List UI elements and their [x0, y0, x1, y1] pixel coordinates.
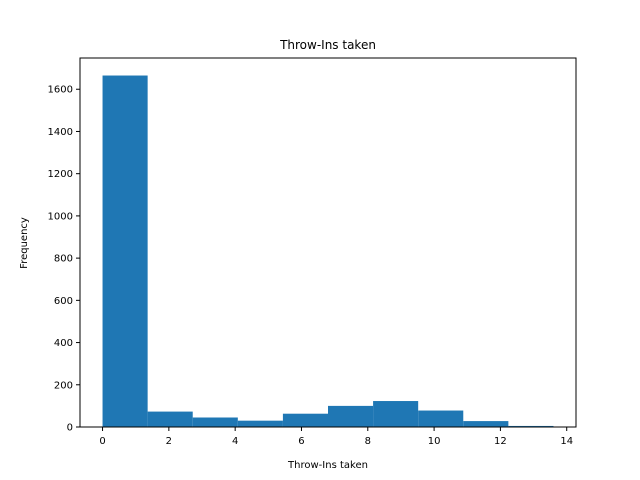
- x-tick-label: 0: [99, 436, 105, 447]
- histogram-bar: [373, 401, 419, 427]
- x-tick-label: 12: [494, 436, 507, 447]
- histogram-bar: [282, 413, 328, 427]
- y-tick-label: 1200: [48, 169, 73, 180]
- y-tick-label: 1400: [48, 127, 73, 138]
- y-tick-label: 800: [54, 254, 73, 265]
- y-tick-label: 1600: [48, 85, 73, 96]
- y-tick-label: 400: [54, 338, 73, 349]
- bars-group: [102, 75, 554, 427]
- histogram-bar: [237, 420, 283, 427]
- x-tick-label: 8: [365, 436, 371, 447]
- histogram-bar: [102, 75, 148, 427]
- histogram-bar: [147, 411, 193, 427]
- y-tick-label: 200: [54, 380, 73, 391]
- y-axis-ticks: 0 200 400 600 800 1000 1200 1400 1600: [48, 85, 80, 434]
- x-tick-label: 14: [560, 436, 573, 447]
- y-tick-label: 0: [67, 423, 73, 434]
- plot-area-frame: [79, 57, 577, 428]
- histogram-bar: [192, 417, 238, 427]
- y-axis-title: Frequency: [19, 217, 30, 269]
- histogram-bar: [328, 405, 374, 427]
- histogram-bar: [508, 425, 554, 427]
- x-tick-label: 6: [298, 436, 304, 447]
- x-tick-label: 2: [166, 436, 172, 447]
- histogram-bar: [418, 410, 464, 427]
- y-tick-label: 600: [54, 296, 73, 307]
- x-axis-title: Throw-Ins taken: [287, 460, 368, 471]
- chart-title: Throw-Ins taken: [279, 38, 376, 52]
- y-tick-label: 1000: [48, 211, 73, 222]
- x-tick-label: 10: [428, 436, 441, 447]
- x-axis-ticks: 0 2 4 6 8 10 12 14: [99, 427, 573, 447]
- x-tick-label: 4: [232, 436, 238, 447]
- histogram-bar: [463, 421, 509, 427]
